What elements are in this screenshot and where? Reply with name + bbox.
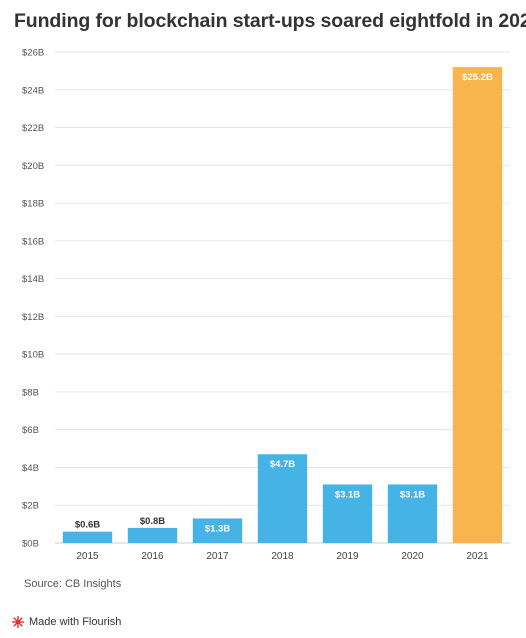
y-tick-label: $20B bbox=[22, 161, 44, 172]
flourish-logo-icon bbox=[12, 616, 24, 628]
chart-title: Funding for blockchain start-ups soared … bbox=[14, 10, 526, 32]
data-label: $3.1B bbox=[400, 489, 425, 500]
x-tick-label: 2017 bbox=[206, 551, 229, 562]
bar bbox=[127, 527, 178, 543]
y-tick-label: $12B bbox=[22, 312, 44, 323]
y-tick-label: $4B bbox=[22, 463, 39, 474]
bar bbox=[322, 484, 373, 543]
x-tick-label: 2015 bbox=[76, 551, 99, 562]
bar bbox=[452, 67, 503, 543]
x-tick-label: 2021 bbox=[466, 551, 489, 562]
y-tick-label: $6B bbox=[22, 425, 39, 436]
data-label: $1.3B bbox=[205, 523, 230, 534]
y-tick-label: $2B bbox=[22, 501, 39, 512]
flourish-credit[interactable]: Made with Flourish bbox=[12, 616, 121, 628]
y-tick-label: $14B bbox=[22, 274, 44, 285]
x-tick-label: 2019 bbox=[336, 551, 359, 562]
bar bbox=[257, 454, 308, 543]
bar-chart: $0B $2B $4B $6B $8B $10B $12B $14B $16B $18B $20B $… bbox=[22, 48, 510, 562]
y-tick-label: $18B bbox=[22, 199, 44, 210]
source-note: Source: CB Insights bbox=[24, 578, 122, 590]
bar bbox=[192, 518, 243, 543]
x-tick-label: 2020 bbox=[401, 551, 424, 562]
y-tick-label: $26B bbox=[22, 48, 44, 59]
data-label: $25.2B bbox=[462, 72, 493, 83]
y-tick-label: $10B bbox=[22, 350, 44, 361]
y-tick-label: $8B bbox=[22, 387, 39, 398]
y-tick-label: $24B bbox=[22, 85, 44, 96]
bar bbox=[387, 484, 438, 543]
x-tick-label: 2016 bbox=[141, 551, 164, 562]
y-tick-label: $0B bbox=[22, 539, 39, 550]
data-label: $0.6B bbox=[75, 520, 100, 531]
x-tick-label: 2018 bbox=[271, 551, 294, 562]
data-label: $3.1B bbox=[335, 489, 360, 500]
data-label: $4.7B bbox=[270, 459, 295, 470]
data-label: $0.8B bbox=[140, 516, 165, 527]
made-with-flourish-label: Made with Flourish bbox=[29, 616, 122, 628]
y-tick-label: $16B bbox=[22, 236, 44, 247]
bar bbox=[62, 531, 113, 543]
y-tick-label: $22B bbox=[22, 123, 44, 134]
